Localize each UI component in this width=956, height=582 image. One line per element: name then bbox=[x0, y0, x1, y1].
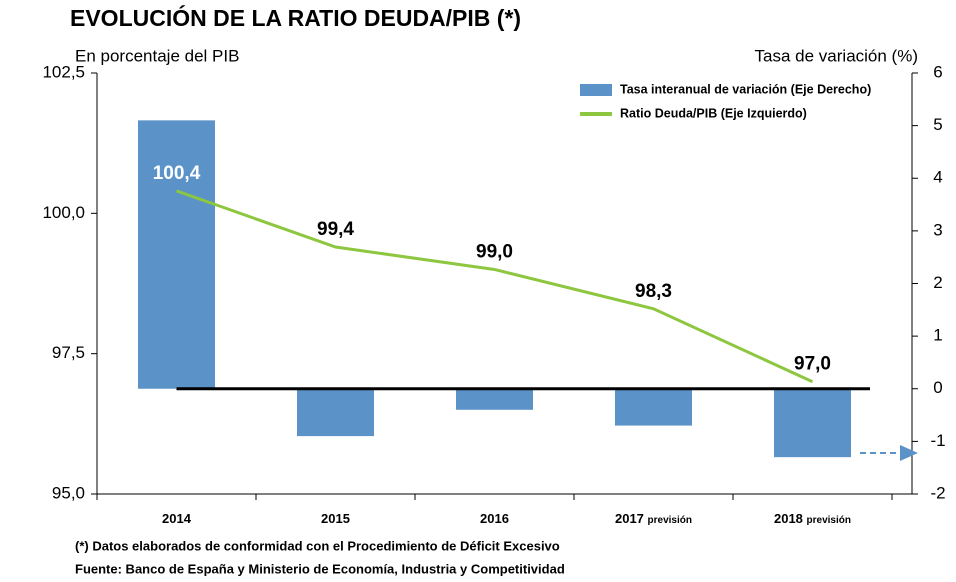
data-label: 98,3 bbox=[635, 281, 672, 302]
x-tick-label: 2016 bbox=[480, 511, 509, 526]
x-tick-label: 2014 bbox=[162, 511, 192, 526]
y-tick-label: 102,5 bbox=[42, 62, 85, 81]
y-tick-label: 97,5 bbox=[52, 343, 85, 362]
category: 2018 bbox=[774, 511, 803, 526]
line bbox=[176, 189, 814, 384]
y2-tick-label: 6 bbox=[933, 62, 942, 81]
y2-tick-label: -2 bbox=[930, 483, 945, 502]
data-label: 99,0 bbox=[476, 241, 513, 262]
y2-tick-label: 3 bbox=[933, 220, 942, 239]
y2-tick-label: 1 bbox=[933, 326, 942, 345]
y-axis-label: En porcentaje del PIB bbox=[75, 46, 239, 65]
y-tick-label: 100,0 bbox=[42, 203, 85, 222]
category-note: previsión bbox=[648, 515, 692, 526]
x-tick-label: 2018 previsión bbox=[774, 511, 851, 526]
y2-tick-label: 2 bbox=[933, 273, 942, 292]
bar bbox=[615, 388, 692, 426]
bar bbox=[456, 388, 533, 410]
arrow-head bbox=[900, 445, 918, 461]
category: 2014 bbox=[162, 511, 192, 526]
x-tick-label: 2017 previsión bbox=[615, 511, 692, 526]
legend-label: Tasa interanual de variación (Eje Derech… bbox=[620, 82, 871, 96]
y2-tick-label: -1 bbox=[930, 431, 945, 450]
x-tick-label: 2015 bbox=[321, 511, 350, 526]
legend-label: Ratio Deuda/PIB (Eje Izquierdo) bbox=[620, 106, 807, 120]
data-label: 97,0 bbox=[794, 354, 831, 375]
footnote: (*) Datos elaborados de conformidad con … bbox=[75, 538, 560, 553]
bar bbox=[774, 388, 851, 458]
category: 2017 bbox=[615, 511, 644, 526]
footnote: Fuente: Banco de España y Ministerio de … bbox=[75, 561, 565, 576]
bar bbox=[297, 388, 374, 437]
data-label: 100,4 bbox=[153, 163, 201, 184]
y-tick-label: 95,0 bbox=[52, 483, 85, 502]
bar bbox=[138, 120, 215, 389]
y2-tick-label: 5 bbox=[933, 115, 942, 134]
category-note: previsión bbox=[807, 515, 851, 526]
chart-title: EVOLUCIÓN DE LA RATIO DEUDA/PIB (*) bbox=[70, 4, 521, 31]
category: 2016 bbox=[480, 511, 509, 526]
y2-tick-label: 0 bbox=[933, 378, 942, 397]
y2-axis-label: Tasa de variación (%) bbox=[755, 46, 918, 65]
legend-swatch bbox=[580, 84, 612, 96]
y2-tick-label: 4 bbox=[933, 168, 942, 187]
category: 2015 bbox=[321, 511, 350, 526]
data-label: 99,4 bbox=[317, 219, 354, 240]
